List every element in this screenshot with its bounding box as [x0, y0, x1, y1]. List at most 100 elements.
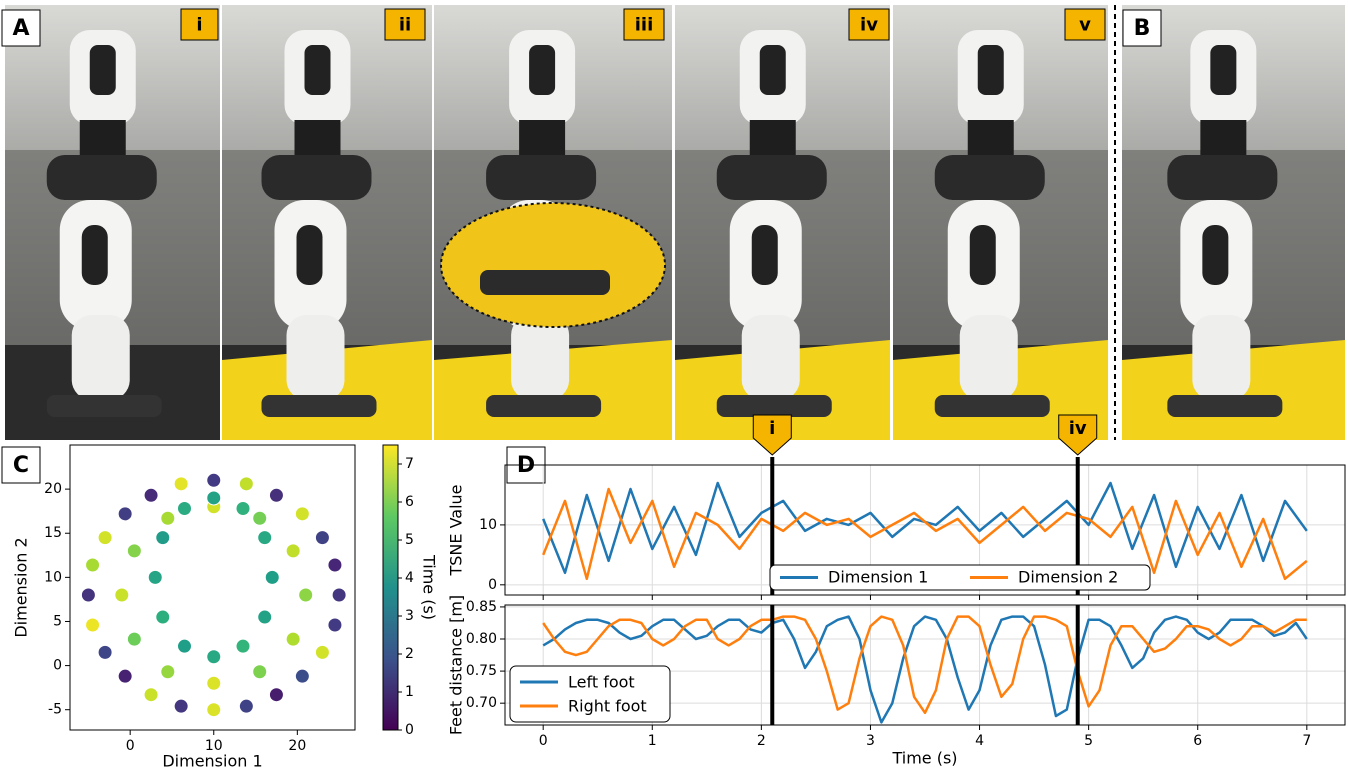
- series-line: [543, 483, 1307, 573]
- x-tick-label: 0: [539, 733, 548, 749]
- y-tick-label: 10: [479, 517, 497, 533]
- y-tick-label: 0: [53, 658, 62, 674]
- point: [236, 502, 250, 516]
- point: [81, 588, 95, 602]
- y-tick-label: 20: [44, 481, 62, 497]
- panel-label: B: [1134, 16, 1151, 41]
- legend-label: Dimension 1: [828, 568, 928, 587]
- y-tick-label: 0.85: [466, 599, 497, 615]
- point: [174, 477, 188, 491]
- point: [258, 531, 272, 545]
- point: [328, 618, 342, 632]
- x-tick-label: 0: [126, 738, 135, 754]
- point: [328, 558, 342, 572]
- y-axis-label: Dimension 2: [12, 537, 31, 637]
- colorbar-tick-label: 0: [405, 722, 414, 738]
- panel-label: A: [12, 16, 29, 41]
- point: [315, 531, 329, 545]
- point: [207, 676, 221, 690]
- point: [253, 665, 267, 679]
- event-label: i: [769, 418, 775, 439]
- y-tick-label: 0: [488, 577, 497, 593]
- colorbar-label: Time (s): [420, 554, 439, 620]
- point: [269, 488, 283, 502]
- point: [207, 491, 221, 505]
- point: [265, 570, 279, 584]
- x-tick-label: 7: [1302, 733, 1311, 749]
- point: [161, 511, 175, 525]
- zoom-foot: [480, 270, 610, 295]
- point: [161, 665, 175, 679]
- point: [148, 570, 162, 584]
- x-tick-label: 20: [288, 738, 306, 754]
- point: [207, 650, 221, 664]
- point: [156, 531, 170, 545]
- point: [239, 477, 253, 491]
- point: [236, 639, 250, 653]
- colorbar: [383, 445, 398, 730]
- point: [295, 507, 309, 521]
- colorbar-tick-label: 5: [405, 532, 414, 548]
- panel-label: C: [13, 453, 29, 478]
- point: [207, 703, 221, 717]
- x-tick-label: 6: [1193, 733, 1202, 749]
- point: [86, 558, 100, 572]
- y-tick-label: 10: [44, 569, 62, 585]
- photo-strip: [5, 5, 1345, 440]
- point: [258, 610, 272, 624]
- y-tick-label: -5: [48, 702, 62, 718]
- point: [86, 618, 100, 632]
- frame-label: ii: [399, 15, 411, 36]
- colorbar-tick-label: 7: [405, 456, 414, 472]
- point: [332, 588, 346, 602]
- colorbar-tick-label: 6: [405, 494, 414, 510]
- legend-label: Right foot: [568, 697, 647, 716]
- x-tick-label: 1: [648, 733, 657, 749]
- y-axis-label: TSNE Value: [447, 484, 466, 576]
- colorbar-tick-label: 4: [405, 570, 414, 586]
- colorbar-tick-label: 1: [405, 684, 414, 700]
- point: [144, 488, 158, 502]
- figure: ABCDiiiiiiivv01020-505101520Dimension 1D…: [0, 0, 1348, 770]
- point: [127, 544, 141, 558]
- point: [286, 544, 300, 558]
- legend-label: Left foot: [568, 673, 635, 692]
- point: [295, 669, 309, 683]
- x-tick-label: 3: [866, 733, 875, 749]
- frame-label: iv: [860, 15, 878, 36]
- point: [127, 632, 141, 646]
- point: [286, 632, 300, 646]
- point: [207, 473, 221, 487]
- point: [178, 502, 192, 516]
- point: [156, 610, 170, 624]
- y-tick-label: 5: [53, 613, 62, 629]
- point: [253, 511, 267, 525]
- zoom-inset: [441, 203, 665, 327]
- point: [98, 645, 112, 659]
- y-tick-label: 0.70: [466, 695, 497, 711]
- frame-label: i: [196, 15, 202, 36]
- x-tick-label: 4: [975, 733, 984, 749]
- point: [299, 588, 313, 602]
- point: [239, 699, 253, 713]
- y-axis-label: Feet distance [m]: [447, 595, 466, 735]
- point: [115, 588, 129, 602]
- frame-label: iii: [635, 15, 654, 36]
- point: [118, 669, 132, 683]
- legend-label: Dimension 2: [1018, 568, 1118, 587]
- point: [144, 688, 158, 702]
- x-tick-label: 5: [1084, 733, 1093, 749]
- frame-label: v: [1079, 15, 1091, 36]
- point: [269, 688, 283, 702]
- point: [315, 645, 329, 659]
- event-label: iv: [1069, 418, 1087, 439]
- point: [178, 639, 192, 653]
- y-tick-label: 0.75: [466, 663, 497, 679]
- colorbar-tick-label: 2: [405, 646, 414, 662]
- point: [174, 699, 188, 713]
- y-tick-label: 0.80: [466, 631, 497, 647]
- colorbar-tick-label: 3: [405, 608, 414, 624]
- x-tick-label: 2: [757, 733, 766, 749]
- y-tick-label: 15: [44, 525, 62, 541]
- point: [118, 507, 132, 521]
